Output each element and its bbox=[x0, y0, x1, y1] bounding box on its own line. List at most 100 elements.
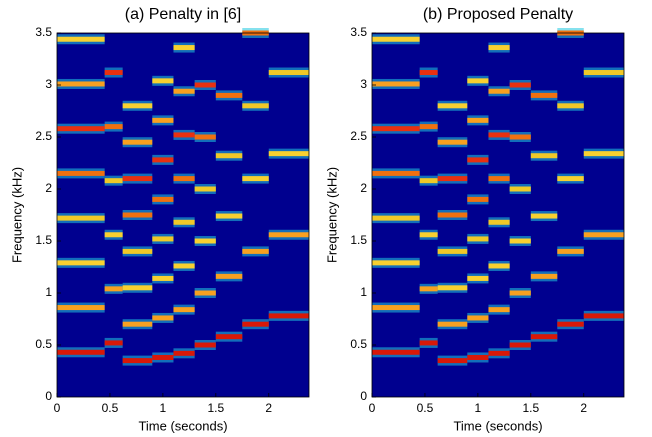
track-segment bbox=[122, 248, 153, 254]
track-segment bbox=[268, 70, 309, 76]
track-segment bbox=[488, 263, 510, 269]
track-segment bbox=[583, 70, 624, 76]
track-segment bbox=[419, 70, 438, 76]
y-tick-label: 0 bbox=[45, 389, 52, 403]
track-segment bbox=[419, 124, 438, 130]
x-tick-label: 0 bbox=[369, 401, 376, 415]
track-segment bbox=[57, 170, 105, 176]
track-segment bbox=[57, 81, 105, 87]
track-segment bbox=[372, 170, 420, 176]
track-segment bbox=[583, 313, 624, 319]
track-segment bbox=[173, 307, 195, 313]
chart-title: (a) Penalty in [6] bbox=[125, 6, 242, 23]
track-segment bbox=[122, 321, 153, 327]
y-tick-label: 0.5 bbox=[35, 337, 52, 351]
track-segment bbox=[372, 215, 420, 221]
track-segment bbox=[437, 139, 468, 145]
y-tick-label: 0 bbox=[360, 389, 367, 403]
y-tick-label: 1 bbox=[360, 285, 367, 299]
track-segment bbox=[467, 315, 489, 321]
track-segment bbox=[419, 286, 438, 292]
y-tick-label: 3.5 bbox=[350, 25, 367, 39]
plot-frame bbox=[56, 32, 310, 398]
track-segment bbox=[57, 215, 105, 221]
x-tick-label: 1.5 bbox=[522, 401, 539, 415]
track-segment bbox=[122, 358, 153, 364]
plot-frame bbox=[371, 32, 625, 398]
track-segment bbox=[215, 213, 243, 219]
track-segment bbox=[194, 290, 216, 296]
track-segment bbox=[437, 358, 468, 364]
x-tick-label: 2 bbox=[265, 401, 272, 415]
track-segment bbox=[215, 273, 243, 279]
track-segment bbox=[583, 232, 624, 238]
track-segment bbox=[372, 305, 420, 311]
track-segment bbox=[104, 70, 123, 76]
track-segment bbox=[530, 92, 558, 98]
track-segment bbox=[509, 238, 531, 244]
track-segment bbox=[173, 45, 195, 51]
track-segment bbox=[104, 178, 123, 184]
x-tick-label: 0 bbox=[54, 401, 61, 415]
track-segment bbox=[488, 132, 510, 138]
y-axis-label: Frequency (kHz) bbox=[324, 167, 339, 263]
track-segment bbox=[488, 307, 510, 313]
track-segment bbox=[488, 219, 510, 225]
track-segment bbox=[173, 132, 195, 138]
x-tick-label: 0.5 bbox=[102, 401, 119, 415]
track-segment bbox=[268, 232, 309, 238]
track-segment bbox=[104, 286, 123, 292]
y-tick-label: 2 bbox=[45, 181, 52, 195]
y-tick-label: 2.5 bbox=[350, 129, 367, 143]
y-tick-label: 3 bbox=[45, 77, 52, 91]
track-segment bbox=[122, 285, 153, 291]
track-segment bbox=[467, 117, 489, 123]
x-tick-label: 1.5 bbox=[207, 401, 224, 415]
track-segment bbox=[583, 151, 624, 157]
track-segment bbox=[268, 313, 309, 319]
track-segment bbox=[530, 334, 558, 340]
track-segment bbox=[467, 275, 489, 281]
track-segment bbox=[242, 248, 269, 254]
track-segment bbox=[488, 88, 510, 94]
y-tick-label: 3.5 bbox=[35, 25, 52, 39]
track-segment bbox=[122, 212, 153, 218]
track-segment bbox=[557, 321, 584, 327]
track-segment bbox=[215, 334, 243, 340]
track-segment bbox=[372, 81, 420, 87]
track-segment bbox=[152, 78, 174, 84]
track-segment bbox=[530, 153, 558, 159]
track-segment bbox=[173, 350, 195, 356]
track-segment bbox=[122, 176, 153, 182]
track-segment bbox=[215, 153, 243, 159]
y-tick-label: 1 bbox=[45, 285, 52, 299]
track-segment bbox=[437, 103, 468, 109]
chart-title: (b) Proposed Penalty bbox=[423, 6, 573, 23]
track-segment bbox=[173, 88, 195, 94]
track-segment bbox=[57, 305, 105, 311]
x-tick-label: 1 bbox=[475, 401, 482, 415]
track-segment bbox=[372, 349, 420, 355]
track-segment bbox=[104, 124, 123, 130]
track-segment bbox=[242, 103, 269, 109]
track-segment bbox=[467, 78, 489, 84]
track-segment bbox=[152, 157, 174, 163]
track-segment bbox=[419, 232, 438, 238]
track-segment bbox=[215, 92, 243, 98]
track-segment bbox=[57, 349, 105, 355]
y-tick-label: 1.5 bbox=[350, 233, 367, 247]
track-segment bbox=[104, 232, 123, 238]
track-segment bbox=[437, 285, 468, 291]
y-tick-label: 3 bbox=[360, 77, 367, 91]
track-segment bbox=[437, 212, 468, 218]
track-segment bbox=[152, 117, 174, 123]
track-segment bbox=[467, 236, 489, 242]
track-segment bbox=[152, 275, 174, 281]
track-segment bbox=[530, 273, 558, 279]
track-segment bbox=[509, 342, 531, 348]
x-axis-label: Time (seconds) bbox=[453, 418, 542, 433]
track-segment bbox=[467, 354, 489, 360]
track-segment bbox=[194, 82, 216, 88]
track-segment bbox=[488, 350, 510, 356]
